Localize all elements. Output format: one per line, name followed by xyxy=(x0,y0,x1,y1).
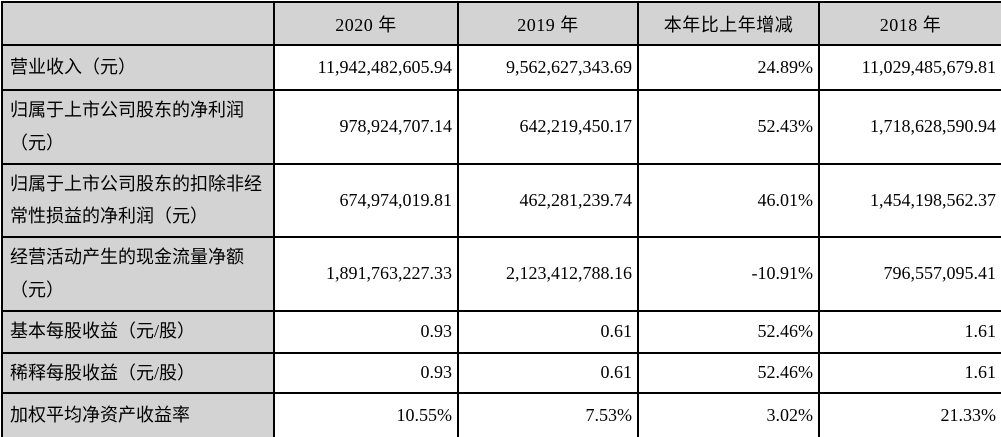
cell-yoy-change: -10.91% xyxy=(637,236,820,312)
cell-2018: 21.33% xyxy=(818,392,1001,437)
row-label: 加权平均净资产收益率 xyxy=(1,392,275,437)
table-row-weighted-avg-roe: 加权平均净资产收益率 10.55% 7.53% 3.02% 21.33% xyxy=(1,392,1001,437)
cell-yoy-change: 24.89% xyxy=(637,44,820,91)
row-label: 稀释每股收益（元/股） xyxy=(1,351,275,395)
cell-yoy-change: 52.46% xyxy=(637,309,820,354)
cell-2019: 462,281,239.74 xyxy=(457,162,639,238)
table-row-operating-cash-flow: 经营活动产生的现金流量净额（元） 1,891,763,227.33 2,123,… xyxy=(1,236,1001,312)
cell-2019: 9,562,627,343.69 xyxy=(457,44,639,91)
cell-2020: 674,974,019.81 xyxy=(273,162,459,238)
cell-2019: 642,219,450.17 xyxy=(457,89,639,165)
cell-yoy-change: 52.46% xyxy=(637,351,820,395)
cell-2020: 1,891,763,227.33 xyxy=(273,236,459,312)
cell-2020: 978,924,707.14 xyxy=(273,89,459,165)
cell-yoy-change: 46.01% xyxy=(637,162,820,238)
table-row-net-profit: 归属于上市公司股东的净利润（元） 978,924,707.14 642,219,… xyxy=(1,89,1001,165)
col-header-metric xyxy=(1,1,275,46)
cell-2020: 11,942,482,605.94 xyxy=(273,44,459,91)
cell-2020: 0.93 xyxy=(273,309,459,354)
cell-2018: 1.61 xyxy=(818,309,1001,354)
cell-2018: 1.61 xyxy=(818,351,1001,395)
cell-2018: 1,718,628,590.94 xyxy=(818,89,1001,165)
table-row-diluted-eps: 稀释每股收益（元/股） 0.93 0.61 52.46% 1.61 xyxy=(1,351,1001,395)
cell-2019: 0.61 xyxy=(457,309,639,354)
cell-2018: 796,557,095.41 xyxy=(818,236,1001,312)
cell-2018: 1,454,198,562.37 xyxy=(818,162,1001,238)
col-header-2019: 2019 年 xyxy=(457,1,639,46)
cell-2019: 7.53% xyxy=(457,392,639,437)
col-header-2018: 2018 年 xyxy=(818,1,1001,46)
table-row-net-profit-excl-nonrecurring: 归属于上市公司股东的扣除非经常性损益的净利润（元） 674,974,019.81… xyxy=(1,162,1001,238)
cell-2019: 2,123,412,788.16 xyxy=(457,236,639,312)
cell-yoy-change: 52.43% xyxy=(637,89,820,165)
table-row-operating-revenue: 营业收入（元） 11,942,482,605.94 9,562,627,343.… xyxy=(1,44,1001,91)
row-label: 经营活动产生的现金流量净额（元） xyxy=(1,236,275,312)
cell-2020: 0.93 xyxy=(273,351,459,395)
cell-yoy-change: 3.02% xyxy=(637,392,820,437)
row-label: 基本每股收益（元/股） xyxy=(1,309,275,354)
table-header-row: 2020 年 2019 年 本年比上年增减 2018 年 xyxy=(1,1,1001,46)
row-label: 归属于上市公司股东的净利润（元） xyxy=(1,89,275,165)
col-header-2020: 2020 年 xyxy=(273,1,459,46)
table-row-basic-eps: 基本每股收益（元/股） 0.93 0.61 52.46% 1.61 xyxy=(1,309,1001,354)
cell-2018: 11,029,485,679.81 xyxy=(818,44,1001,91)
row-label: 营业收入（元） xyxy=(1,44,275,91)
col-header-yoy-change: 本年比上年增减 xyxy=(637,1,820,46)
cell-2019: 0.61 xyxy=(457,351,639,395)
cell-2020: 10.55% xyxy=(273,392,459,437)
row-label: 归属于上市公司股东的扣除非经常性损益的净利润（元） xyxy=(1,162,275,238)
